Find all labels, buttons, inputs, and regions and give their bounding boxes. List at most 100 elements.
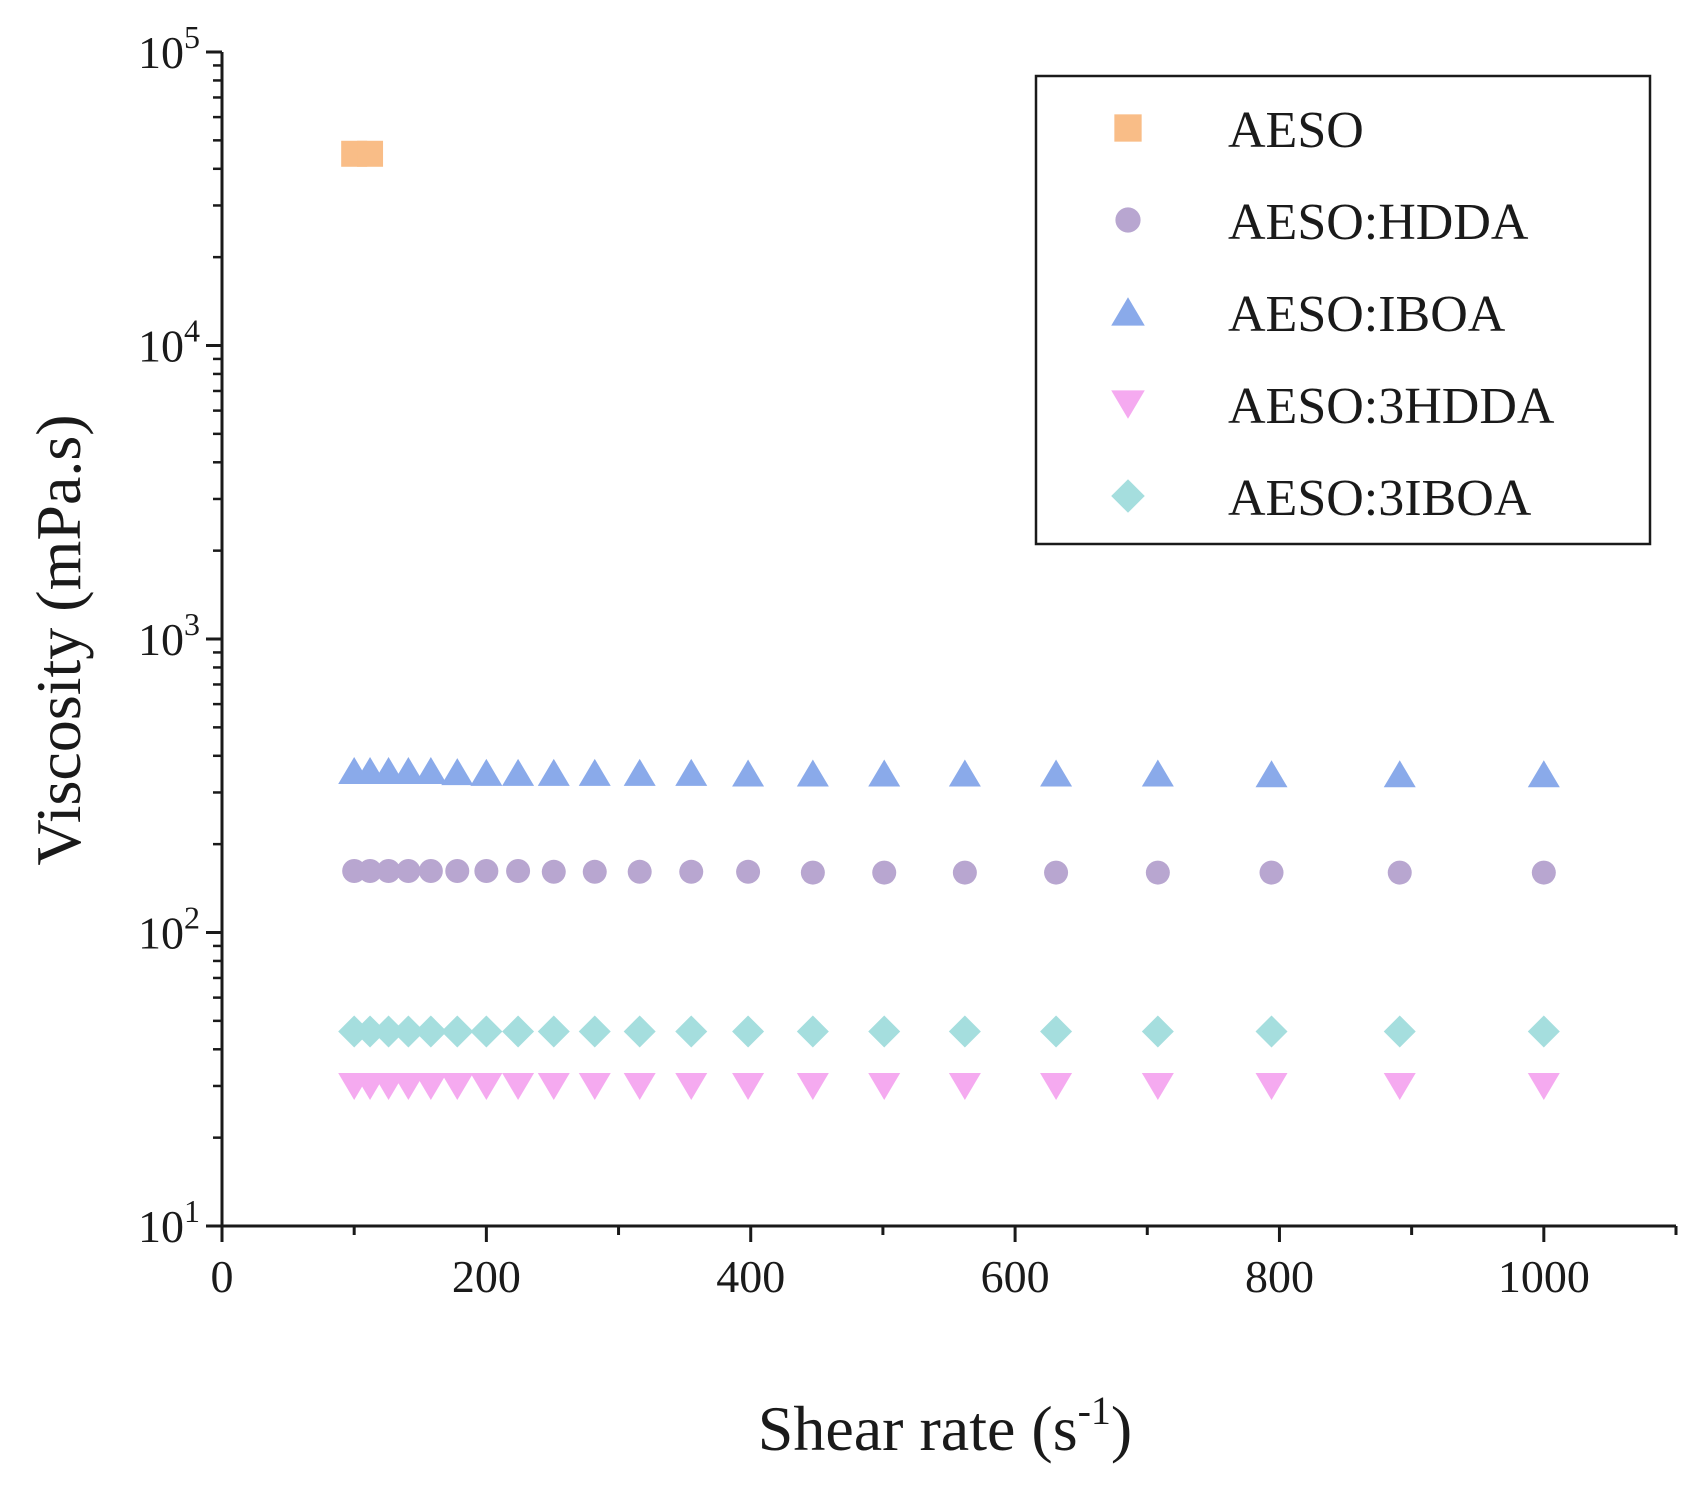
x-axis-title-tail: )	[1111, 1393, 1132, 1464]
y-tick-label: 102	[138, 900, 200, 959]
data-point	[578, 758, 611, 786]
data-point	[948, 1015, 981, 1048]
x-tick-label: 200	[452, 1251, 521, 1302]
data-point	[392, 1015, 425, 1048]
data-point	[796, 759, 829, 787]
data-point	[1255, 1015, 1288, 1048]
data-point	[392, 1072, 425, 1100]
data-point	[470, 1015, 503, 1048]
data-point	[675, 758, 708, 786]
data-point	[1387, 860, 1412, 885]
data-point	[1527, 760, 1560, 788]
legend-marker	[1115, 207, 1141, 233]
data-point	[414, 757, 447, 785]
data-point	[679, 859, 704, 884]
data-point	[1255, 760, 1288, 788]
legend-label: AESO:3IBOA	[1228, 470, 1532, 527]
data-point	[578, 1072, 611, 1100]
data-point	[502, 1072, 535, 1100]
data-point	[441, 1072, 474, 1100]
data-point	[376, 859, 401, 884]
data-point	[445, 859, 470, 884]
data-point	[732, 759, 765, 787]
data-point	[1527, 1072, 1560, 1100]
data-point	[441, 758, 474, 786]
data-point	[396, 859, 421, 884]
data-point	[470, 1072, 503, 1100]
data-point	[1383, 1015, 1416, 1048]
y-tick-label: 104	[138, 313, 200, 372]
data-point	[1040, 1015, 1073, 1048]
x-tick-label: 400	[716, 1251, 785, 1302]
legend-label: AESO:IBOA	[1228, 286, 1506, 343]
y-tick-exponent: 1	[184, 1193, 200, 1229]
data-point	[732, 1072, 765, 1100]
x-tick-label: 800	[1245, 1251, 1314, 1302]
legend: AESO AESO:HDDA AESO:IBOA AESO:3HDDA AESO:3IB…	[1034, 74, 1652, 546]
data-point	[732, 1015, 765, 1048]
y-tick-exponent: 3	[184, 606, 200, 642]
data-point	[872, 860, 897, 885]
data-point	[1259, 860, 1284, 885]
data-point	[1383, 1072, 1416, 1100]
data-point	[736, 859, 761, 884]
y-axis-title: Viscosity (mPa.s)	[23, 414, 94, 865]
x-axis-title-sup: -1	[1078, 1388, 1111, 1433]
data-point	[441, 1015, 474, 1048]
data-point	[868, 759, 901, 787]
y-tick-exponent: 4	[184, 313, 200, 349]
y-tick-base: 10	[138, 1201, 184, 1252]
data-point	[1531, 860, 1556, 885]
data-point	[623, 1072, 656, 1100]
data-point	[796, 1015, 829, 1048]
y-tick-label: 101	[138, 1193, 200, 1252]
data-point	[502, 758, 535, 786]
y-tick-label: 105	[138, 19, 200, 78]
data-point	[392, 757, 425, 785]
data-point	[1040, 759, 1073, 787]
axis-ticks	[206, 50, 1678, 1242]
data-point	[948, 759, 981, 787]
data-point	[627, 859, 652, 884]
x-axis-title-main: Shear rate (s	[758, 1393, 1078, 1464]
data-point	[357, 140, 384, 167]
y-tick-exponent: 2	[184, 900, 200, 936]
series-aeso	[341, 140, 384, 167]
data-point	[414, 1015, 447, 1048]
data-point	[502, 1015, 535, 1048]
series-aeso-3iboa	[338, 1015, 1560, 1048]
data-point	[1383, 760, 1416, 788]
data-point	[796, 1072, 829, 1100]
data-point	[537, 1072, 570, 1100]
data-markers	[338, 140, 1560, 1100]
data-point	[1141, 1015, 1174, 1048]
legend-box	[1034, 74, 1652, 546]
data-point	[623, 758, 656, 786]
data-point	[358, 859, 383, 884]
data-point	[1145, 860, 1170, 885]
data-point	[541, 859, 566, 884]
y-tick-label: 103	[138, 606, 200, 665]
data-point	[470, 758, 503, 786]
data-point	[354, 1015, 387, 1048]
data-point	[474, 859, 499, 884]
data-point	[1141, 759, 1174, 787]
series-aeso-3hdda	[338, 1072, 1560, 1100]
legend-label: AESO:3HDDA	[1228, 378, 1555, 435]
data-point	[1141, 1072, 1174, 1100]
data-point	[868, 1072, 901, 1100]
data-point	[623, 1015, 656, 1048]
data-point	[537, 758, 570, 786]
series-aeso-hdda	[342, 859, 1556, 885]
data-point	[537, 1015, 570, 1048]
data-point	[1527, 1015, 1560, 1048]
data-point	[418, 859, 443, 884]
data-point	[1044, 860, 1069, 885]
x-axis-title: Shear rate (s-1)	[758, 1388, 1132, 1464]
data-point	[675, 1072, 708, 1100]
y-tick-base: 10	[138, 908, 184, 959]
data-point	[1255, 1072, 1288, 1100]
